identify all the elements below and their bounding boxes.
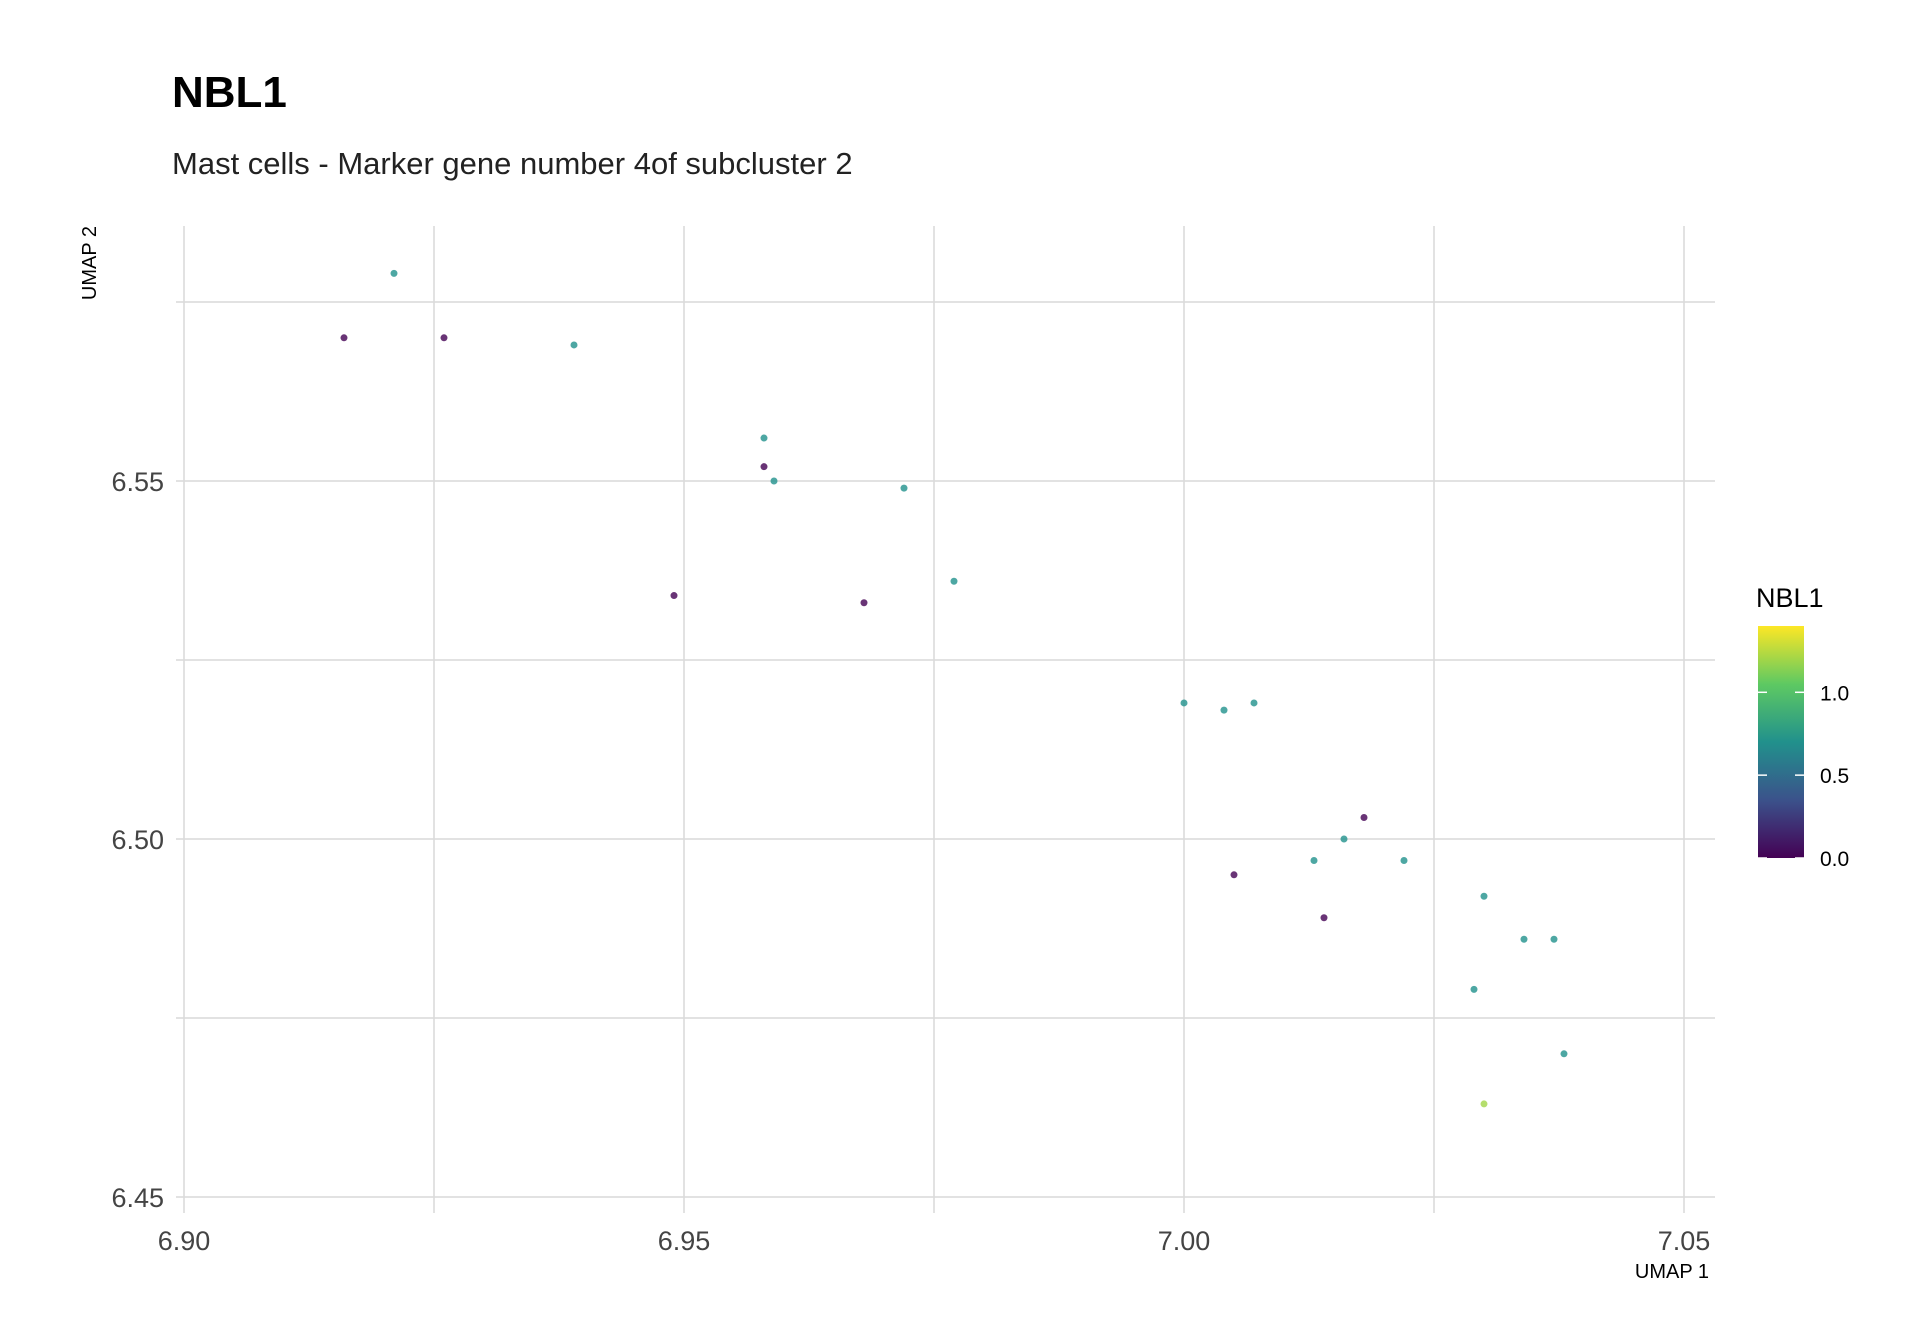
legend-title: NBL1 — [1756, 583, 1824, 613]
data-point — [770, 477, 778, 485]
data-point — [1320, 914, 1328, 922]
data-point — [760, 434, 768, 442]
data-point — [390, 269, 398, 277]
data-point — [570, 341, 578, 349]
legend-tick-label: 0.0 — [1820, 848, 1849, 871]
tick-labels: 6.90 6.95 7.00 7.05 6.45 6.50 6.55 — [111, 467, 1710, 1256]
data-point — [1520, 935, 1528, 943]
data-point — [1560, 1050, 1568, 1058]
data-point — [1220, 706, 1228, 714]
data-point — [760, 463, 768, 471]
y-axis-title: UMAP 2 — [79, 226, 101, 300]
y-tick-label: 6.50 — [111, 825, 164, 855]
chart-subtitle: Mast cells - Marker gene number 4of subc… — [172, 146, 853, 181]
data-point — [1230, 871, 1238, 879]
data-point — [1480, 1100, 1488, 1108]
data-points — [340, 269, 1568, 1108]
data-point — [1310, 856, 1318, 864]
color-legend: NBL1 0.0 0.5 1.0 — [1756, 583, 1849, 871]
data-point — [1480, 892, 1488, 900]
data-point — [670, 592, 678, 600]
legend-ticks: 0.0 0.5 1.0 — [1758, 682, 1849, 871]
data-point — [1550, 935, 1558, 943]
legend-tick-label: 1.0 — [1820, 682, 1849, 705]
grid — [176, 226, 1715, 1213]
data-point — [1340, 835, 1348, 843]
data-point — [1470, 985, 1478, 993]
x-tick-label: 6.95 — [658, 1226, 711, 1256]
y-tick-label: 6.55 — [111, 467, 164, 497]
x-tick-label: 7.05 — [1658, 1226, 1711, 1256]
data-point — [950, 577, 958, 585]
data-point — [1400, 856, 1408, 864]
chart-title: NBL1 — [172, 68, 287, 117]
x-tick-label: 6.90 — [158, 1226, 211, 1256]
data-point — [860, 599, 868, 607]
data-point — [1360, 814, 1368, 822]
x-tick-label: 7.00 — [1158, 1226, 1211, 1256]
legend-colorbar — [1758, 626, 1804, 858]
y-tick-label: 6.45 — [111, 1183, 164, 1213]
x-axis-title: UMAP 1 — [1635, 1261, 1709, 1283]
data-point — [340, 334, 348, 342]
legend-tick-label: 0.5 — [1820, 765, 1849, 788]
data-point — [440, 334, 448, 342]
data-point — [1180, 699, 1188, 707]
data-point — [1250, 699, 1258, 707]
data-point — [900, 484, 908, 492]
